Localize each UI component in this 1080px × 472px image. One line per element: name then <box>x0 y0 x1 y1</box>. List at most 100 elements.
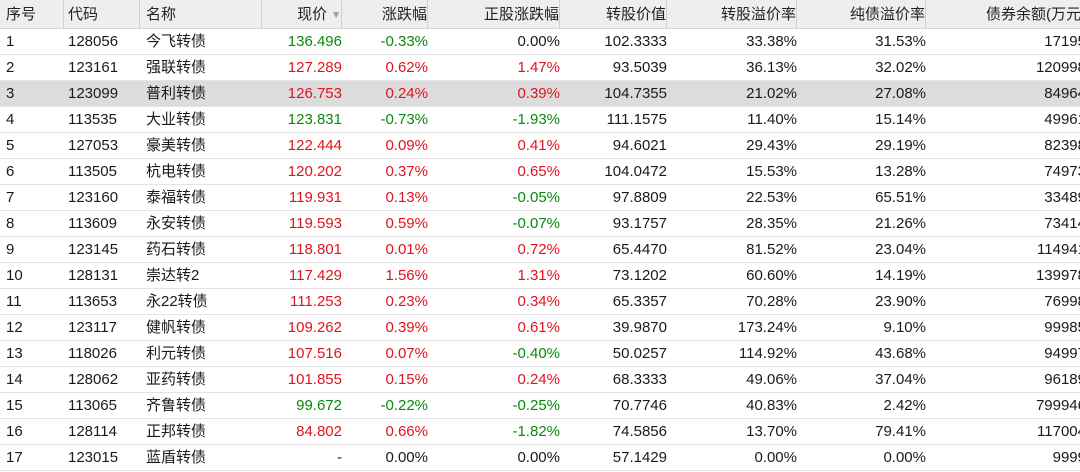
table-row[interactable]: 10 128131 崇达转2 117.429 1.56% 1.31% 73.1202 60.6… <box>0 263 1080 289</box>
cell-code: 113065 <box>68 397 117 414</box>
cell-price: 127.289 <box>287 59 342 76</box>
table-row[interactable]: 13 118026 利元转债 107.516 0.07% -0.40% 50.0257 114… <box>0 341 1080 367</box>
cell-conv-value: 94.6021 <box>612 137 667 154</box>
table-row[interactable]: 8 113609 永安转债 119.593 0.59% -0.07% 93.1757 28.3… <box>0 211 1080 237</box>
cell-bond-premium: 13.28% <box>875 163 926 180</box>
sort-desc-icon[interactable]: ▼ <box>331 10 341 21</box>
cell-balance: 49961 <box>1044 111 1080 128</box>
table-row[interactable]: 9 123145 药石转债 118.801 0.01% 0.72% 65.4470 81.52… <box>0 237 1080 263</box>
cell-seq: 1 <box>6 33 15 50</box>
table-row[interactable]: 12 123117 健帆转债 109.262 0.39% 0.61% 39.9870 173.… <box>0 315 1080 341</box>
cell-code: 123117 <box>68 319 117 336</box>
table-row[interactable]: 2 123161 强联转债 127.289 0.62% 1.47% 93.5039 36.13… <box>0 55 1080 81</box>
header-change[interactable]: 涨跌幅 <box>342 0 428 28</box>
cell-seq: 16 <box>6 423 23 440</box>
table-row[interactable]: 4 113535 大业转债 123.831 -0.73% -1.93% 111.1575 11… <box>0 107 1080 133</box>
cell-name: 永安转债 <box>146 215 207 232</box>
table-row[interactable]: 16 128114 正邦转债 84.802 0.66% -1.82% 74.5856 13.7… <box>0 419 1080 445</box>
cell-bond-premium: 29.19% <box>875 137 926 154</box>
cell-price: 126.753 <box>287 85 342 102</box>
cell-code: 123161 <box>68 59 119 76</box>
cell-change: -0.33% <box>380 33 428 50</box>
cell-stock-change: -0.07% <box>512 215 560 232</box>
cell-balance: 73414 <box>1044 215 1080 232</box>
cell-price: 122.444 <box>287 137 342 154</box>
cell-bond-premium: 23.04% <box>875 241 926 258</box>
cell-conv-premium: 22.53% <box>746 189 797 206</box>
cell-change: -0.22% <box>380 397 428 414</box>
cell-name: 利元转债 <box>146 345 207 362</box>
table-row[interactable]: 17 123015 蓝盾转债 - 0.00% 0.00% 57.1429 0.00% 0.00%… <box>0 445 1080 471</box>
cell-bond-premium: 31.53% <box>875 33 926 50</box>
table-row[interactable]: 11 113653 永22转债 111.253 0.23% 0.34% 65.3357 70.… <box>0 289 1080 315</box>
cell-code: 123015 <box>68 449 119 466</box>
cell-stock-change: 0.72% <box>517 241 560 258</box>
cell-stock-change: 0.24% <box>517 371 560 388</box>
cell-stock-change: 1.31% <box>517 267 560 284</box>
cell-name: 普利转债 <box>146 85 207 102</box>
cell-conv-value: 57.1429 <box>612 449 667 466</box>
table-row[interactable]: 1 128056 今飞转债 136.496 -0.33% 0.00% 102.3333 33.… <box>0 29 1080 55</box>
cell-name: 药石转债 <box>146 241 207 258</box>
header-price[interactable]: 现价 ▼ <box>262 0 342 28</box>
header-bond-premium[interactable]: 纯债溢价率 <box>797 0 926 28</box>
header-conv-premium[interactable]: 转股溢价率 <box>667 0 797 28</box>
table-row[interactable]: 6 113505 杭电转债 120.202 0.37% 0.65% 104.0472 15.5… <box>0 159 1080 185</box>
cell-balance: 799946 <box>1035 397 1080 414</box>
cell-name: 泰福转债 <box>146 189 207 206</box>
cell-conv-premium: 21.02% <box>746 85 797 102</box>
cell-conv-premium: 13.70% <box>746 423 797 440</box>
cell-seq: 7 <box>6 189 15 206</box>
cell-price: 119.931 <box>288 189 342 206</box>
cell-conv-premium: 36.13% <box>746 59 797 76</box>
cell-code: 128114 <box>68 423 117 440</box>
cell-bond-premium: 27.08% <box>875 85 926 102</box>
table-row[interactable]: 15 113065 齐鲁转债 99.672 -0.22% -0.25% 70.7746 40.… <box>0 393 1080 419</box>
table-row[interactable]: 5 127053 豪美转债 122.444 0.09% 0.41% 94.6021 29.43… <box>0 133 1080 159</box>
cell-code: 127053 <box>68 137 119 154</box>
cell-stock-change: -0.05% <box>512 189 560 206</box>
header-balance[interactable]: 债券余额(万元) <box>986 6 1080 23</box>
cell-code: 123099 <box>68 85 119 102</box>
cell-conv-premium: 0.00% <box>754 449 797 466</box>
table-row[interactable]: 3 123099 普利转债 126.753 0.24% 0.39% 104.7355 21.0… <box>0 81 1080 107</box>
cell-balance: 74973 <box>1044 163 1080 180</box>
cell-change: 0.07% <box>385 345 428 362</box>
table-row[interactable]: 14 128062 亚药转债 101.855 0.15% 0.24% 68.3333 49.0… <box>0 367 1080 393</box>
cell-conv-premium: 81.52% <box>746 241 797 258</box>
table-row[interactable]: 7 123160 泰福转债 119.931 0.13% -0.05% 97.8809 22.5… <box>0 185 1080 211</box>
header-conv-value[interactable]: 转股价值 <box>560 0 667 28</box>
cell-bond-premium: 0.00% <box>883 449 926 466</box>
cell-change: 0.39% <box>385 319 428 336</box>
cell-balance: 99985 <box>1044 319 1080 336</box>
cell-conv-value: 65.4470 <box>612 241 667 258</box>
cell-bond-premium: 43.68% <box>875 345 926 362</box>
cell-conv-value: 70.7746 <box>612 397 667 414</box>
header-name[interactable]: 名称 <box>140 0 262 28</box>
cell-balance: 139978 <box>1035 267 1080 284</box>
cell-conv-premium: 28.35% <box>746 215 797 232</box>
cell-change: 0.37% <box>385 163 428 180</box>
header-seq[interactable]: 序号 <box>6 0 64 28</box>
cell-conv-premium: 40.83% <box>746 397 797 414</box>
cell-change: -0.73% <box>380 111 428 128</box>
cell-conv-value: 97.8809 <box>612 189 667 206</box>
cell-price: 119.593 <box>288 215 342 232</box>
header-stock-change[interactable]: 正股涨跌幅 <box>428 0 560 28</box>
cell-stock-change: -0.40% <box>512 345 560 362</box>
cell-seq: 2 <box>6 59 15 76</box>
cell-bond-premium: 23.90% <box>875 293 926 310</box>
header-code[interactable]: 代码 <box>64 0 140 28</box>
cell-bond-premium: 21.26% <box>875 215 926 232</box>
cell-seq: 9 <box>6 241 15 258</box>
cell-stock-change: 1.47% <box>517 59 560 76</box>
cell-conv-premium: 114.92% <box>738 345 797 362</box>
cell-seq: 3 <box>6 85 15 102</box>
cell-seq: 17 <box>6 449 23 466</box>
cell-stock-change: 0.00% <box>517 33 560 50</box>
cell-conv-value: 93.1757 <box>612 215 667 232</box>
cell-price: 107.516 <box>287 345 342 362</box>
cell-conv-value: 50.0257 <box>612 345 667 362</box>
cell-balance: 9999 <box>1052 449 1080 466</box>
